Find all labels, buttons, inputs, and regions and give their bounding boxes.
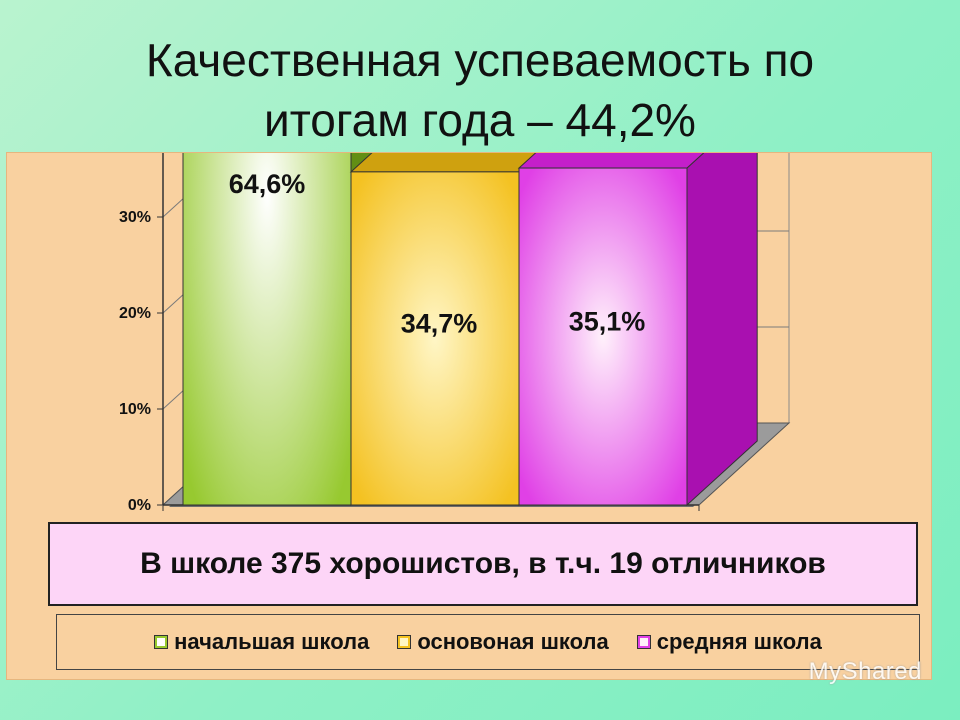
note-box: В школе 375 хорошистов, в т.ч. 19 отличн… xyxy=(48,522,918,606)
y-tick-label: 20% xyxy=(119,305,151,322)
legend-item-primary: начальшая школа xyxy=(154,629,369,655)
legend-item-basic: основоная школа xyxy=(397,629,609,655)
y-tick-label: 30% xyxy=(119,209,151,226)
slide-title: Качественная успеваемость по итогам года… xyxy=(0,30,960,150)
data-label: 35,1% xyxy=(569,307,646,337)
bar xyxy=(518,167,688,506)
bar xyxy=(182,153,352,506)
legend-label-secondary: средняя школа xyxy=(656,629,822,654)
title-line-1: Качественная успеваемость по xyxy=(145,34,815,86)
legend-item-secondary: средняя школа xyxy=(636,629,822,655)
data-label: 64,6% xyxy=(229,169,306,199)
note-text: В школе 375 хорошистов, в т.ч. 19 отличн… xyxy=(140,547,826,580)
legend-swatch-secondary xyxy=(636,635,651,649)
legend-swatch-basic xyxy=(397,635,412,649)
title-line-2: итогам года – 44,2% xyxy=(264,94,696,146)
bar xyxy=(350,171,520,506)
legend-swatch-primary xyxy=(154,635,169,649)
data-label: 34,7% xyxy=(401,308,478,338)
legend-label-primary: начальшая школа xyxy=(174,629,370,654)
y-tick-label: 10% xyxy=(119,401,151,418)
legend: начальшая школа основоная школа средняя … xyxy=(56,614,920,670)
legend-label-basic: основоная школа xyxy=(417,629,609,654)
y-tick-label: 0% xyxy=(128,497,151,514)
watermark-text: MyShared xyxy=(808,658,922,685)
bar-chart: 0%10%20%30%40%50%60%70%64,6%34,7%35,1% xyxy=(119,153,791,514)
watermark-logo: MyShared xyxy=(809,658,922,686)
